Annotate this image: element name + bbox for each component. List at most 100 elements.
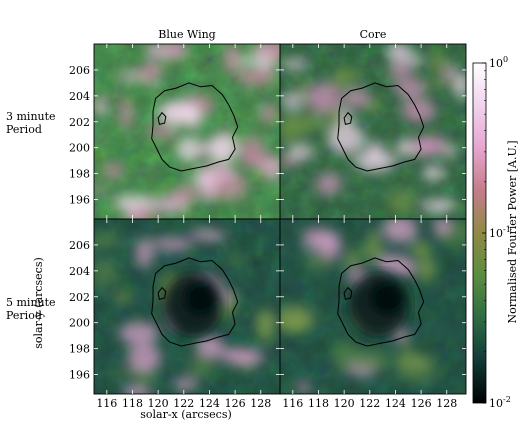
heatmap-blob [280, 156, 300, 167]
umbra-contour-small [157, 111, 167, 126]
heatmap-blob [454, 71, 466, 99]
heatmap-blob [401, 98, 436, 123]
heatmap-blob [422, 165, 445, 181]
x-tick-label: 118 [308, 397, 329, 410]
y-tick-label: 200 [69, 142, 90, 155]
x-tick-label: 126 [411, 397, 432, 410]
heatmap-blob [112, 194, 156, 211]
row-label-3min: 3 minute Period [6, 110, 56, 136]
heatmap-blob [173, 377, 197, 391]
heatmap-blob [257, 319, 274, 343]
heatmap-blob [281, 312, 308, 333]
heatmap-blob [406, 53, 422, 66]
x-tick-label: 124 [199, 397, 220, 410]
heatmap-panel [94, 219, 280, 394]
heatmap-blob [353, 150, 396, 172]
heatmap-blob [367, 229, 381, 260]
umbra-contour [151, 257, 239, 347]
umbra-contour-small [343, 286, 353, 301]
x-axis-label: solar-x (arcsecs) [140, 408, 232, 421]
x-tick-label: 126 [225, 397, 246, 410]
umbra-contour [337, 82, 425, 172]
heatmap-blob [382, 219, 418, 243]
y-tick-label: 202 [69, 116, 90, 129]
heatmap-blob [176, 136, 200, 162]
heatmap-blob [281, 93, 304, 109]
umbra-contour-small [343, 111, 353, 126]
heatmap-blob [126, 206, 157, 219]
heatmap-blob [146, 124, 179, 139]
heatmap-blob [188, 229, 227, 241]
panel-frames [93, 43, 467, 395]
heatmap-blob [119, 98, 133, 131]
x-tick-label: 120 [148, 397, 169, 410]
y-axis-ticks: 196 198 200 202 204 206 196 198 200 202 204 206 [69, 64, 466, 382]
heatmap-blob [409, 241, 431, 257]
heatmap-blob [296, 381, 311, 393]
heatmap-blob [305, 82, 341, 113]
umbra-contour-small [157, 286, 167, 301]
heatmap-blob [394, 78, 426, 98]
heatmap-blob [327, 123, 365, 155]
heatmap-blob [394, 353, 434, 370]
heatmap-blob [259, 103, 277, 124]
x-axis-ticks: 116 118 120 122 124 126 128 116 118 120 122 124 126 1… [96, 44, 457, 410]
y-tick-label: 200 [69, 317, 90, 330]
colorbar-tick-label: 100 [489, 55, 508, 70]
y-tick-label: 204 [69, 90, 90, 103]
heatmap-blob [150, 196, 190, 213]
heatmap-blob [342, 88, 371, 108]
heatmap-blob [396, 367, 438, 383]
y-axis-label: solar-y (arcsecs) [32, 257, 45, 349]
heatmap-blob [237, 67, 277, 87]
x-tick-label: 120 [334, 397, 355, 410]
heatmap-blob [386, 44, 411, 63]
heatmap-blob [280, 59, 309, 69]
heatmap-blob [304, 253, 334, 272]
heatmap-blob [109, 369, 151, 379]
x-tick-label: 116 [282, 397, 303, 410]
x-tick-label: 118 [122, 397, 143, 410]
row-label-3min-line2: Period [6, 123, 42, 136]
umbra-contours [151, 82, 425, 347]
heatmap-blob [209, 131, 238, 163]
heatmap-blob [102, 162, 125, 179]
row-label-3min-line1: 3 minute [6, 110, 56, 123]
heatmap-blob [139, 61, 163, 85]
heatmap-blob [415, 256, 437, 282]
y-tick-label: 204 [69, 265, 90, 278]
heatmap-blob [294, 80, 308, 95]
heatmap-blob [387, 62, 413, 79]
panel-frame [279, 218, 467, 395]
heatmap-blob [347, 348, 390, 371]
heatmap-blob [151, 237, 192, 251]
heatmap-blob [422, 198, 456, 213]
heatmap-blob [115, 290, 130, 305]
colorbar: 100 10-1 10-2 Normalised Fourier Power [A.… [472, 55, 519, 410]
heatmap-blob [399, 333, 412, 361]
umbra-contour [337, 257, 425, 347]
y-tick-label: 202 [69, 291, 90, 304]
x-tick-label: 116 [96, 397, 117, 410]
heatmap-blob [135, 237, 153, 269]
y-tick-label: 196 [69, 369, 90, 382]
panels-group [94, 44, 466, 394]
heatmap-blob [281, 113, 326, 133]
y-tick-label: 196 [69, 194, 90, 207]
column-title-blue-wing: Blue Wing [158, 28, 215, 41]
heatmap-blobs [94, 44, 280, 219]
x-tick-label: 124 [385, 397, 406, 410]
x-axis-label-text: solar-x (arcsecs) [140, 408, 232, 421]
heatmap-blob [223, 44, 240, 75]
y-tick-label: 206 [69, 64, 90, 77]
heatmap-blob [287, 145, 316, 160]
umbra-dark-region [162, 272, 223, 337]
heatmap-blob [164, 44, 187, 53]
heatmap-panel [280, 219, 466, 394]
heatmap-blob [225, 254, 247, 265]
heatmap-blob [190, 176, 216, 185]
row-label-5min: 5 minute Period [6, 296, 56, 322]
heatmap-blob [238, 136, 266, 166]
colorbar-ticks: 100 10-1 10-2 [482, 55, 511, 410]
